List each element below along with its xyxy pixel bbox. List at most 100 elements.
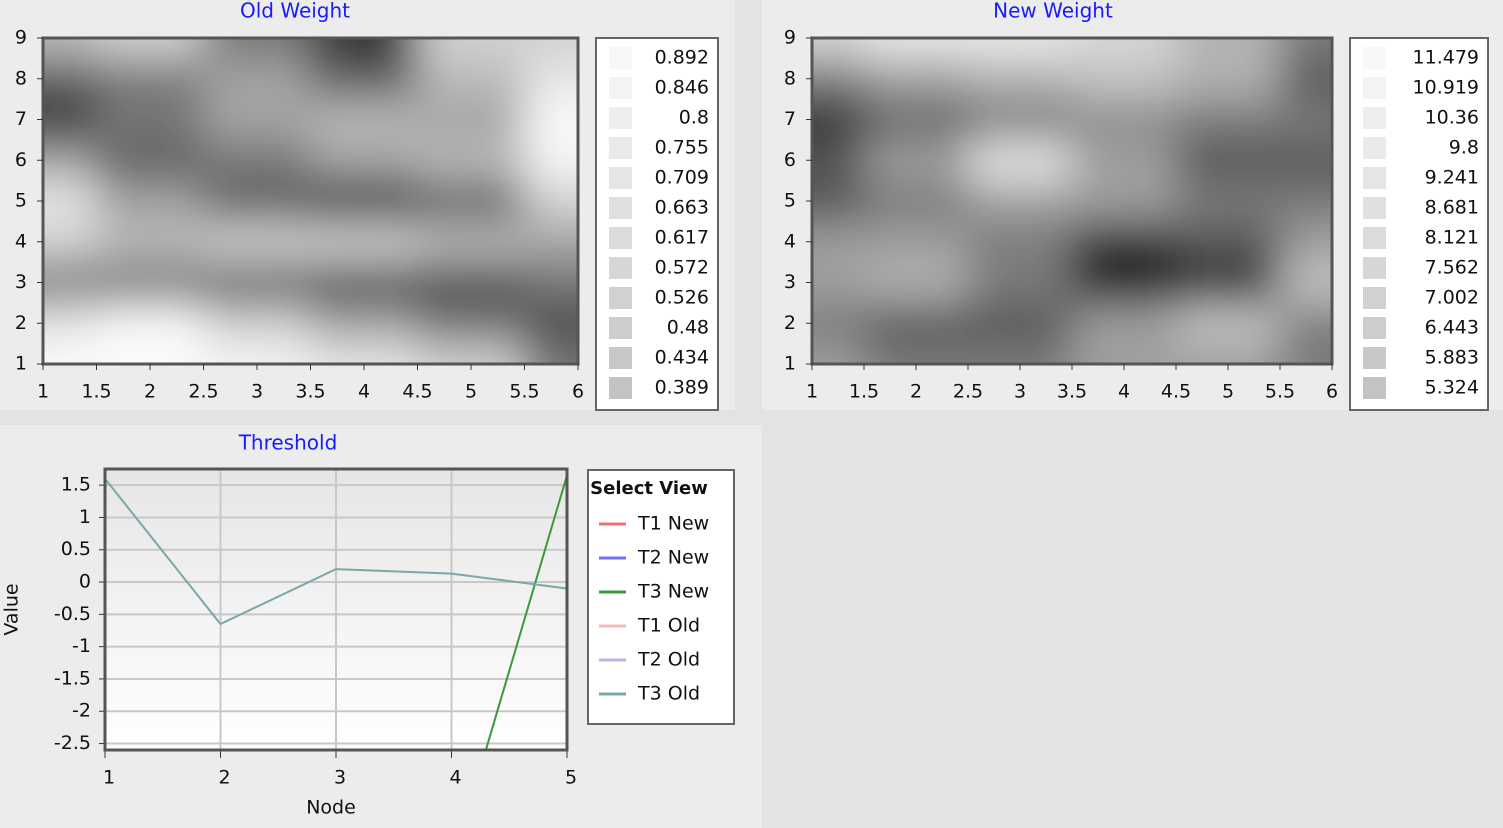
- x-tick-label: 3: [1014, 381, 1026, 403]
- y-tick-label: -2.5: [54, 732, 91, 754]
- x-tick-label: 1.5: [81, 381, 111, 403]
- legend-label: 0.8: [679, 107, 709, 129]
- heat-cell: [1176, 221, 1281, 264]
- heat-cell: [524, 262, 578, 304]
- heat-cell: [417, 343, 526, 364]
- heat-cell: [96, 58, 205, 101]
- y-tick-label: 0: [79, 571, 91, 593]
- legend-swatch: [1363, 47, 1386, 69]
- y-tick-label: 2: [15, 312, 27, 334]
- legend-label: 0.572: [655, 257, 709, 279]
- y-tick-label: 2: [784, 312, 796, 334]
- heat-cell: [43, 343, 98, 364]
- heat-cell: [1072, 139, 1177, 182]
- legend-swatch: [609, 137, 632, 159]
- heat-cell: [1072, 302, 1177, 345]
- heat-cell: [1072, 58, 1177, 101]
- legend-label: 0.846: [655, 77, 709, 99]
- chart-title: Threshold: [238, 431, 338, 455]
- heat-cell: [203, 343, 312, 364]
- x-tick-label: 4: [1118, 381, 1130, 403]
- heat-cell: [1280, 343, 1332, 364]
- legend-swatch: [609, 377, 632, 399]
- heat-cell: [417, 180, 526, 223]
- heat-cell: [203, 58, 312, 101]
- x-tick-label: 5: [1222, 381, 1234, 403]
- legend-label: 0.709: [655, 167, 709, 189]
- legend-label: 8.681: [1425, 197, 1479, 219]
- legend-label: T3 New: [637, 581, 709, 603]
- legend-label: 9.8: [1449, 137, 1479, 159]
- heat-cell: [864, 221, 969, 264]
- legend-label: 0.892: [655, 47, 709, 69]
- heat-cell: [203, 221, 312, 264]
- heat-cell: [1072, 38, 1177, 60]
- heat-cell: [864, 139, 969, 182]
- heat-cell: [417, 99, 526, 141]
- heat-cell: [417, 58, 526, 101]
- heat-cell: [43, 302, 98, 345]
- x-tick-label: 5.5: [1265, 381, 1295, 403]
- heat-cell: [524, 221, 578, 264]
- legend-label: T2 New: [637, 547, 709, 569]
- x-tick-label: 6: [1326, 381, 1338, 403]
- x-tick-label: 5.5: [509, 381, 539, 403]
- heat-cell: [96, 180, 205, 223]
- y-tick-label: 5: [15, 190, 27, 212]
- x-tick-label: 4.5: [402, 381, 432, 403]
- y-tick-label: 4: [15, 230, 27, 252]
- legend-title: Select View: [590, 478, 708, 499]
- heat-cell: [968, 180, 1073, 223]
- y-tick-label: 5: [784, 190, 796, 212]
- heat-cell: [1176, 58, 1281, 101]
- heat-cell: [1176, 262, 1281, 304]
- series-line: [484, 475, 567, 750]
- heat-cell: [43, 58, 98, 101]
- heat-cell: [1176, 38, 1281, 60]
- heat-cell: [864, 38, 969, 60]
- heat-cell: [203, 139, 312, 182]
- heat-cell: [1072, 99, 1177, 141]
- heat-cell: [96, 343, 205, 364]
- y-tick-label: -1.5: [54, 667, 91, 689]
- heat-cell: [96, 302, 205, 345]
- heat-cell: [1072, 343, 1177, 364]
- legend-swatch: [1363, 347, 1386, 369]
- heat-cell: [864, 302, 969, 345]
- heat-cell: [864, 99, 969, 141]
- heatmap-cells: [812, 38, 1332, 364]
- legend-label: 7.002: [1425, 287, 1479, 309]
- chart-title: Old Weight: [240, 0, 350, 23]
- x-tick-label: 2.5: [188, 381, 218, 403]
- y-tick-label: 6: [784, 149, 796, 171]
- heat-cell: [417, 38, 526, 60]
- legend-swatch: [609, 317, 632, 339]
- lines: [105, 475, 567, 750]
- heat-cell: [524, 58, 578, 101]
- heat-cell: [864, 180, 969, 223]
- heat-cell: [968, 139, 1073, 182]
- x-tick-label: 4: [449, 767, 461, 789]
- y-tick-label: 1: [79, 506, 91, 528]
- heat-cell: [43, 38, 98, 60]
- heat-cell: [417, 262, 526, 304]
- heat-cell: [417, 302, 526, 345]
- heat-cell: [203, 262, 312, 304]
- legend-label: 8.121: [1425, 227, 1479, 249]
- heat-cell: [43, 139, 98, 182]
- heat-cell: [310, 302, 419, 345]
- x-tick-label: 3.5: [1057, 381, 1087, 403]
- legend-label: 10.36: [1425, 107, 1479, 129]
- legend-label: 0.663: [655, 197, 709, 219]
- heat-cell: [96, 38, 205, 60]
- y-tick-label: 8: [784, 67, 796, 89]
- heat-cell: [310, 139, 419, 182]
- heat-cell: [1280, 58, 1332, 101]
- heat-cell: [812, 343, 865, 364]
- heat-cell: [524, 302, 578, 345]
- heat-cell: [43, 180, 98, 223]
- heat-cell: [968, 343, 1073, 364]
- heat-cell: [43, 221, 98, 264]
- plot-frame: [103, 467, 569, 752]
- y-tick-label: -1: [72, 635, 91, 657]
